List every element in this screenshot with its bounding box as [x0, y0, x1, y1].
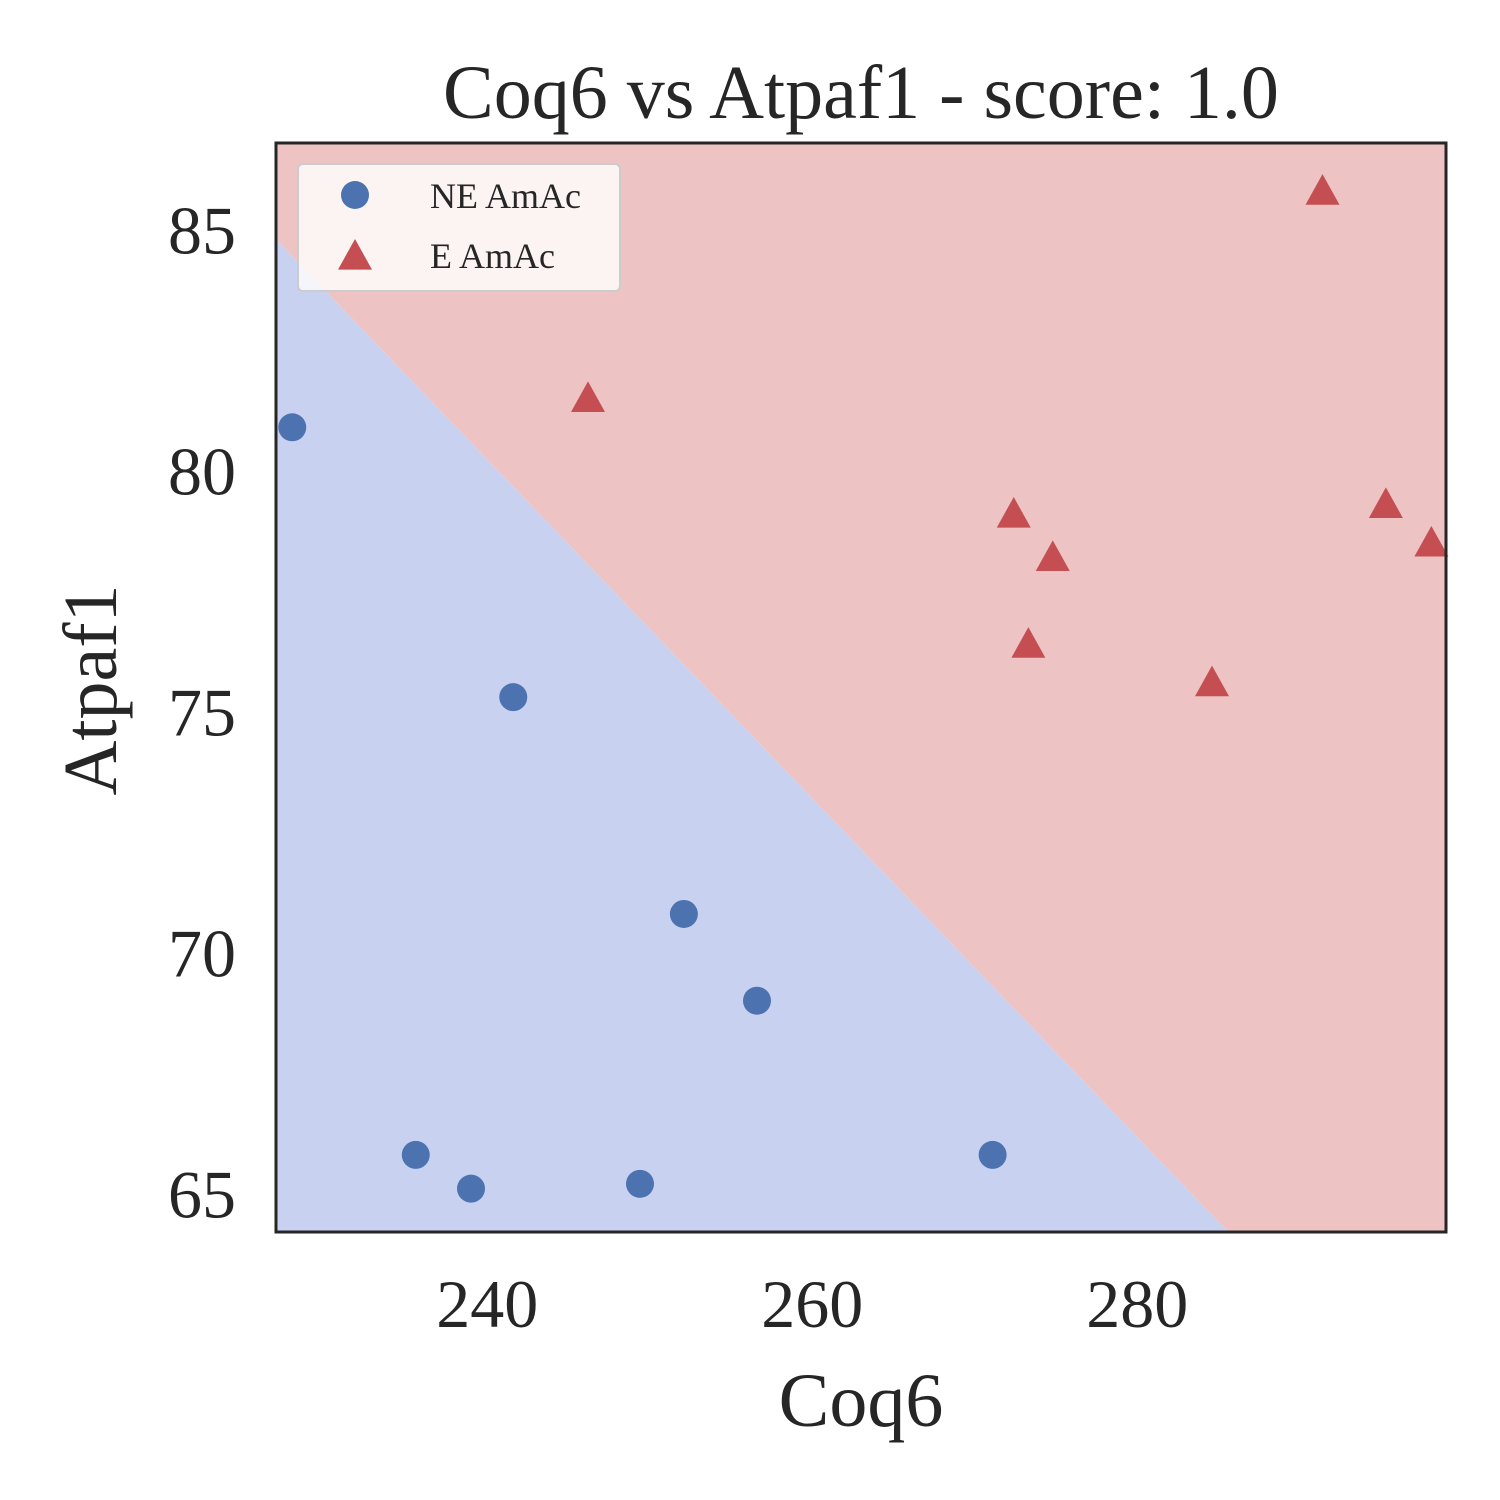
y-tick-label-85: 85	[168, 193, 236, 269]
e-amac-point-5	[1305, 174, 1340, 205]
e-amac-point-2	[1011, 627, 1046, 658]
plot-frame	[274, 141, 1448, 1234]
data-points	[278, 174, 1449, 1203]
ne-amac-point-2	[457, 1174, 485, 1203]
x-tick-label-260: 260	[761, 1266, 863, 1342]
ne-amac-point-1	[401, 1140, 430, 1169]
plot-area	[274, 141, 1449, 1234]
ne-amac-point-7	[978, 1140, 1007, 1169]
x-axis-label: Coq6	[779, 1359, 944, 1443]
ne-amac-point-3	[499, 683, 528, 712]
y-axis-label: Atpaf1	[49, 584, 133, 795]
y-tick-label-80: 80	[168, 434, 236, 510]
y-axis-ticks: 65 70 75 80 85	[168, 193, 236, 1233]
y-tick-label-75: 75	[168, 675, 236, 751]
legend-triangle-marker	[338, 239, 372, 270]
x-tick-label-240: 240	[436, 1266, 538, 1342]
e-amac-point-0	[571, 381, 605, 412]
region-e-amac	[276, 143, 1446, 1232]
legend-circle-marker	[341, 181, 369, 209]
legend-box	[297, 163, 621, 292]
e-amac-point-6	[1368, 487, 1403, 518]
legend-label-e-amac: E AmAc	[430, 236, 555, 276]
y-tick-label-70: 70	[168, 916, 236, 992]
ne-amac-point-4	[626, 1169, 654, 1198]
ne-amac-point-5	[669, 899, 698, 928]
chart-title: Coq6 vs Atpaf1 - score: 1.0	[443, 51, 1279, 135]
legend-label-ne-amac: NE AmAc	[430, 176, 581, 216]
x-axis-ticks: 240 260 280	[436, 1266, 1188, 1342]
e-amac-point-3	[1035, 540, 1070, 571]
e-amac-point-1	[996, 497, 1031, 528]
y-tick-label-65: 65	[168, 1156, 236, 1232]
e-amac-point-4	[1195, 665, 1229, 697]
x-tick-label-280: 280	[1086, 1266, 1188, 1342]
e-amac-point-7	[1414, 525, 1449, 557]
ne-amac-point-6	[743, 986, 771, 1015]
legend: NE AmAc E AmAc	[297, 163, 621, 292]
ne-amac-point-0	[278, 413, 307, 442]
